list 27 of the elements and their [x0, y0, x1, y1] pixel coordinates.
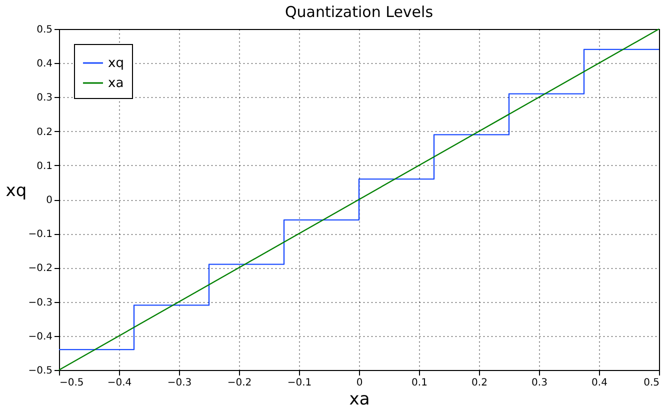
x-tick-label: 0.4 [592, 378, 608, 388]
y-tick-label: 0.5 [36, 24, 52, 36]
legend-label: xq [108, 56, 124, 71]
x-tick-label: −0.1 [287, 378, 312, 388]
x-tick-label: 0.1 [412, 378, 428, 388]
x-tick-label: 0.5 [644, 378, 660, 388]
y-tick-label: −0.2 [28, 263, 52, 274]
y-tick-label: 0.1 [36, 160, 52, 172]
x-tick-label: 0 [356, 378, 363, 388]
y-tick-label: −0.5 [28, 366, 52, 376]
x-axis-title: xa [349, 390, 370, 410]
y-axis-title: xq [6, 181, 27, 201]
x-tick-label: −0.5 [60, 378, 84, 388]
x-tick-label: 0.3 [532, 378, 548, 388]
y-tick-label: 0.4 [36, 58, 52, 70]
x-tick-label: −0.3 [167, 378, 192, 388]
chart-title: Quantization Levels [284, 3, 434, 21]
y-tick-label: −0.4 [28, 331, 52, 342]
y-tick-label: 0 [46, 195, 52, 206]
y-tick-label: 0.2 [36, 126, 52, 138]
x-tick-label: −0.4 [107, 378, 132, 388]
legend-label: xa [108, 76, 124, 91]
x-tick-label: −0.2 [227, 378, 252, 388]
y-tick-label: −0.3 [28, 297, 52, 308]
y-tick-label: 0.3 [36, 92, 52, 104]
y-tick-label: −0.1 [28, 229, 52, 240]
x-tick-label: 0.2 [472, 378, 488, 388]
